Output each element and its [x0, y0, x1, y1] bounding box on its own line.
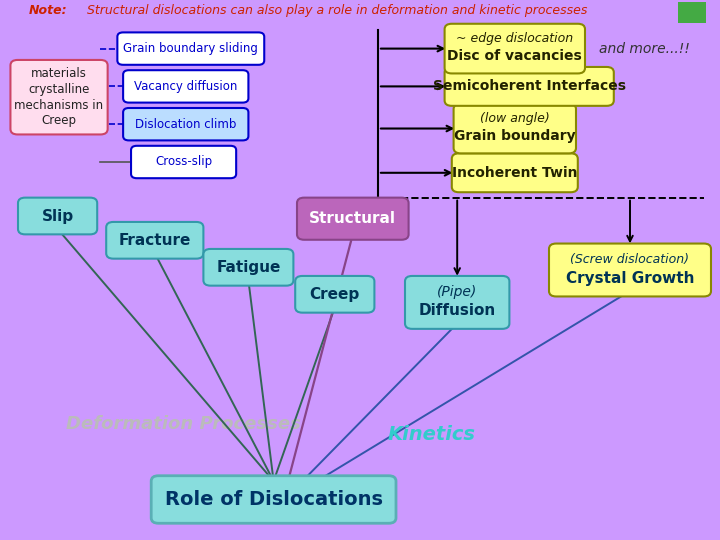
Text: Kinetics: Kinetics — [388, 425, 476, 444]
Text: Dislocation climb: Dislocation climb — [135, 118, 236, 131]
Text: Creep: Creep — [310, 287, 360, 302]
FancyBboxPatch shape — [151, 476, 396, 523]
FancyBboxPatch shape — [123, 70, 248, 103]
Text: Fracture: Fracture — [119, 233, 191, 248]
Text: Structural dislocations can also play a role in deformation and kinetic processe: Structural dislocations can also play a … — [83, 4, 588, 17]
Text: Fatigue: Fatigue — [216, 260, 281, 275]
FancyBboxPatch shape — [297, 198, 409, 240]
FancyBboxPatch shape — [123, 108, 248, 140]
Text: and more...!!: and more...!! — [599, 42, 690, 56]
FancyBboxPatch shape — [11, 60, 108, 134]
Text: Slip: Slip — [42, 208, 73, 224]
Text: mechanisms in: mechanisms in — [14, 99, 104, 112]
Text: Vacancy diffusion: Vacancy diffusion — [134, 80, 238, 93]
FancyBboxPatch shape — [549, 244, 711, 296]
Text: Semicoherent Interfaces: Semicoherent Interfaces — [433, 79, 626, 93]
Text: (Pipe): (Pipe) — [437, 285, 477, 299]
FancyBboxPatch shape — [295, 276, 374, 313]
FancyBboxPatch shape — [18, 198, 97, 234]
Text: Creep: Creep — [42, 114, 76, 127]
Text: crystalline: crystalline — [28, 83, 90, 96]
Text: Structural: Structural — [310, 211, 396, 226]
Text: Note:: Note: — [29, 4, 68, 17]
Text: Role of Dislocations: Role of Dislocations — [165, 490, 382, 509]
FancyBboxPatch shape — [452, 153, 577, 192]
FancyBboxPatch shape — [405, 276, 510, 329]
FancyBboxPatch shape — [131, 146, 236, 178]
FancyBboxPatch shape — [203, 249, 294, 286]
FancyBboxPatch shape — [444, 67, 613, 106]
FancyBboxPatch shape — [444, 24, 585, 73]
Text: Crystal Growth: Crystal Growth — [566, 271, 694, 286]
Text: Diffusion: Diffusion — [418, 303, 496, 318]
Text: Grain boundary sliding: Grain boundary sliding — [123, 42, 258, 55]
Text: materials: materials — [31, 68, 87, 80]
Text: Deformation Processes: Deformation Processes — [66, 415, 301, 433]
Text: (low angle): (low angle) — [480, 112, 549, 125]
FancyBboxPatch shape — [454, 104, 576, 153]
Text: Cross-slip: Cross-slip — [155, 156, 212, 168]
FancyBboxPatch shape — [117, 32, 264, 65]
Text: Disc of vacancies: Disc of vacancies — [447, 49, 582, 63]
FancyBboxPatch shape — [107, 222, 203, 259]
Text: Grain boundary: Grain boundary — [454, 129, 575, 143]
Text: ~ edge dislocation: ~ edge dislocation — [456, 32, 573, 45]
Text: (Screw dislocation): (Screw dislocation) — [570, 253, 690, 266]
Text: Incoherent Twin: Incoherent Twin — [452, 166, 577, 180]
FancyBboxPatch shape — [678, 2, 706, 23]
